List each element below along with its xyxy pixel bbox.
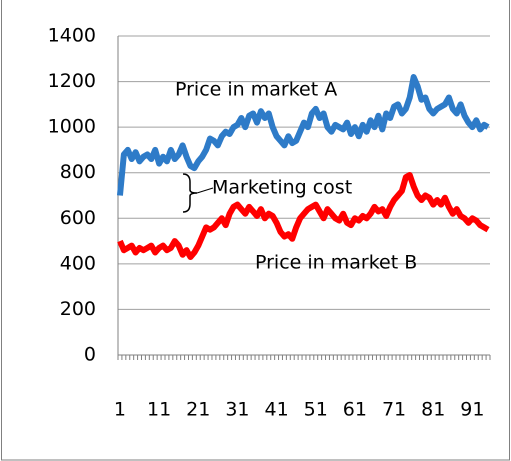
y-tick-label: 800 bbox=[60, 161, 96, 183]
y-tick-label: 1200 bbox=[48, 70, 96, 92]
y-tick-label: 1400 bbox=[48, 25, 96, 47]
x-tick-label: 1 bbox=[114, 399, 126, 421]
annotation: Marketing cost bbox=[212, 177, 352, 199]
x-tick-label: 61 bbox=[343, 399, 367, 421]
series-label: Price in market A bbox=[175, 79, 337, 101]
x-tick-label: 71 bbox=[382, 399, 406, 421]
y-tick-label: 400 bbox=[60, 252, 96, 274]
x-tick-label: 41 bbox=[264, 399, 288, 421]
x-tick-label: 21 bbox=[186, 399, 210, 421]
y-tick-label: 0 bbox=[84, 344, 96, 366]
x-tick-label: 81 bbox=[421, 399, 445, 421]
series-line bbox=[116, 74, 490, 196]
x-tick-label: 11 bbox=[147, 399, 171, 421]
y-tick-label: 600 bbox=[60, 207, 96, 229]
series-line bbox=[117, 171, 490, 261]
x-tick-label: 91 bbox=[460, 399, 484, 421]
series-label: Price in market B bbox=[255, 252, 417, 274]
y-tick-label: 1000 bbox=[48, 116, 96, 138]
leader-line bbox=[196, 187, 214, 194]
y-tick-label: 200 bbox=[60, 298, 96, 320]
x-tick-label: 31 bbox=[225, 399, 249, 421]
x-tick-label: 51 bbox=[304, 399, 328, 421]
